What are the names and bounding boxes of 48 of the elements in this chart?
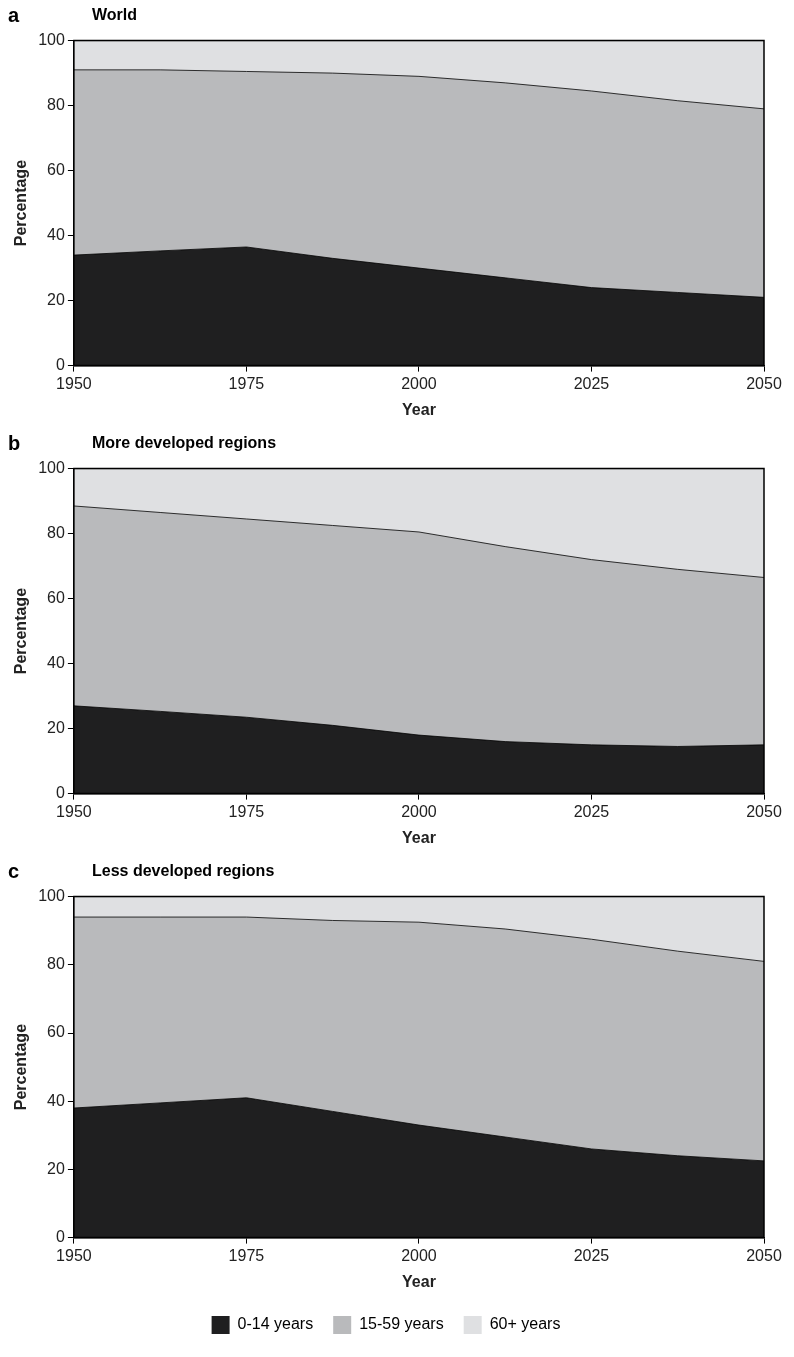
y-tick-label: 40 <box>47 226 65 244</box>
y-tick-label: 80 <box>47 524 65 542</box>
chart-title: Less developed regions <box>92 862 275 880</box>
x-tick-label: 1950 <box>56 1246 92 1264</box>
x-axis-title: Year <box>402 400 436 418</box>
y-tick-label: 20 <box>47 291 65 309</box>
x-tick-label: 1950 <box>56 802 92 820</box>
legend-label: 0-14 years <box>237 1315 314 1333</box>
y-tick-label: 20 <box>47 1159 65 1177</box>
y-axis-title: Percentage <box>12 159 30 247</box>
chart-title: World <box>92 6 138 24</box>
x-tick-label: 2050 <box>746 802 782 820</box>
legend-label: 15-59 years <box>359 1315 444 1333</box>
y-tick-label: 0 <box>55 1228 65 1246</box>
x-tick-label: 2000 <box>401 374 437 392</box>
y-tick-label: 80 <box>47 955 65 973</box>
text: c <box>8 860 20 883</box>
y-tick-label: 0 <box>55 356 65 374</box>
y-tick-label: 100 <box>38 31 65 49</box>
y-tick-label: 20 <box>47 719 65 737</box>
x-tick-label: 2025 <box>573 1246 610 1264</box>
y-tick-label: 60 <box>47 161 65 179</box>
text: b <box>8 432 21 455</box>
x-axis-title: Year <box>402 1272 436 1290</box>
y-tick-label: 60 <box>47 589 65 607</box>
text: a <box>8 4 20 27</box>
x-tick-label: 2000 <box>401 802 437 820</box>
chart-title: More developed regions <box>92 434 277 452</box>
x-tick-label: 2050 <box>746 1246 782 1264</box>
legend-label: 60+ years <box>489 1315 561 1333</box>
x-tick-label: 2025 <box>573 802 610 820</box>
y-tick-label: 60 <box>47 1023 65 1041</box>
y-tick-label: 80 <box>47 96 65 114</box>
y-axis-title: Percentage <box>12 1023 30 1111</box>
x-tick-label: 2050 <box>746 374 782 392</box>
x-tick-label: 2000 <box>401 1246 437 1264</box>
x-tick-label: 1975 <box>228 374 265 392</box>
y-tick-label: 0 <box>55 784 65 802</box>
x-tick-label: 1975 <box>228 1246 265 1264</box>
y-tick-label: 100 <box>38 887 65 905</box>
x-axis-title: Year <box>402 828 436 846</box>
y-axis-title: Percentage <box>12 587 30 675</box>
y-tick-label: 100 <box>38 459 65 477</box>
y-tick-label: 40 <box>47 1091 65 1109</box>
y-tick-label: 40 <box>47 654 65 672</box>
x-tick-label: 1950 <box>56 374 92 392</box>
x-tick-label: 2025 <box>573 374 610 392</box>
x-tick-label: 1975 <box>228 802 265 820</box>
